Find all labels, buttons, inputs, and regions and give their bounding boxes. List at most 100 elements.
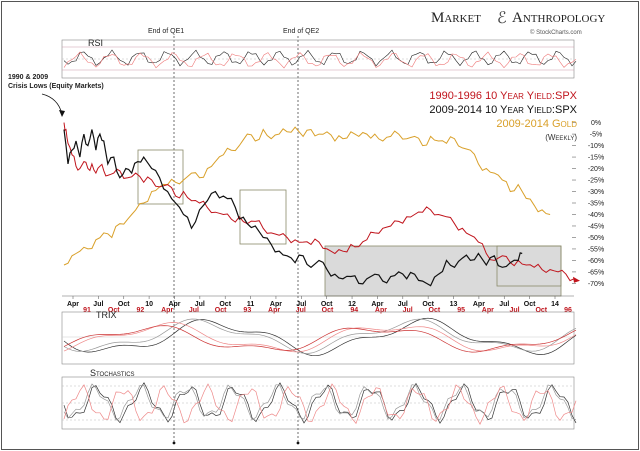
highlight-box-small-2 [239,189,287,245]
x-tick-label-bottom: Apr [482,307,494,314]
y-tick-label: -15% [588,155,604,162]
x-tick-label-bottom: Jul [403,307,413,314]
red-series-arrow-icon [573,276,580,283]
brand-credit: © StockCharts.com [530,29,582,36]
x-axis-top-labels: Apr Jul Oct 10 Apr Jul Oct 11 Apr Jul Oct 12 Apr Jul O… [67,296,559,308]
x-tick-label-bottom: 95 [457,307,465,314]
trix-black-line [63,317,577,357]
trix-panel: TRIX [61,310,577,365]
stoch-gray-line [63,383,577,421]
x-tick-label-bottom: Apr [375,307,387,314]
legend-note-weekly: (Weekly) [545,133,577,142]
legend-item-gold: 2009-2014 Gold [496,118,577,130]
y-tick-label: -60% [588,258,604,265]
trix-label: TRIX [96,310,117,320]
x-tick-label-bottom: 96 [564,307,572,314]
x-tick-label-top: Oct [321,301,333,308]
trix-gray-line [63,318,577,354]
x-tick-label-top: Oct [422,301,434,308]
crisis-arrow [41,93,63,115]
x-tick-label-bottom: Oct [322,307,334,314]
x-tick-label-top: Apr [473,301,485,308]
stochastics-label: Stochastics [90,368,135,378]
legend-item-red: 1990-1996 10 Year Yield:SPX [429,90,577,102]
x-tick-label-top: Oct [524,301,536,308]
x-tick-label-top: Jul [398,301,408,308]
x-tick-label-bottom: Jul [189,307,199,314]
qe2-marker [296,441,300,445]
trix-red-line [63,325,577,353]
x-tick-label-top: Oct [219,301,231,308]
brand-title-market: Market [431,10,481,26]
y-tick-label: -30% [588,189,604,196]
stoch-pink-line [63,383,577,425]
y-tick-label: 0% [591,120,601,127]
y-tick-label: -10% [588,143,604,150]
series-line-gold [63,126,551,266]
highlight-box-small-3 [496,245,562,287]
y-tick-label: -5% [590,132,602,139]
crisis-label-line1: 1990 & 2009 [8,74,48,81]
y-tick-label: -65% [588,269,604,276]
series-line-black [63,129,523,287]
legend-item-black: 2009-2014 10 Year Yield:SPX [429,104,577,116]
x-tick-label-top: 11 [247,301,255,308]
trix-pink-line [63,322,577,353]
x-tick-label-bottom: Apr [161,307,173,314]
x-tick-label-bottom: Apr [268,307,280,314]
x-tick-label-top: Jul [296,301,306,308]
x-tick-label-bottom: Oct [535,307,547,314]
x-tick-label-top: Apr [67,301,79,308]
legend: 1990-1996 10 Year Yield:SPX 2009-2014 10… [429,90,577,142]
x-tick-label-top: Jul [93,301,103,308]
crisis-arrow-head-icon [59,110,65,117]
x-tick-label-bottom: 91 [83,307,91,314]
series-line-red [63,122,575,282]
x-tick-label-bottom: 94 [350,307,358,314]
x-tick-label-bottom: Oct [108,307,120,314]
crisis-label-line2: Crisis Lows (Equity Markets) [8,83,104,90]
y-tick-label: -45% [588,223,604,230]
rsi-panel: RSI [61,38,577,79]
y-tick-label: -50% [588,235,604,242]
y-tick-label: -35% [588,201,604,208]
x-tick-label-top: 14 [551,301,559,308]
rsi-black-line [63,49,577,67]
qe1-label: End of QE1 [148,28,184,35]
y-tick-label: -40% [588,212,604,219]
x-tick-label-top: Apr [371,301,383,308]
brand-title-anthropology: Anthropology [512,10,605,26]
y-tick-label: -55% [588,246,604,253]
stochastics-panel: Stochastics [61,368,577,430]
x-tick-label-bottom: 92 [137,307,145,314]
x-tick-label-bottom: Oct [215,307,227,314]
trix-frame [61,311,575,365]
y-axis: 0% -5% -10% -15% -20% -25% -30% -35% -40% -45% -50… [572,120,604,288]
x-tick-label-bottom: 93 [243,307,251,314]
highlight-box-small-1 [137,149,184,205]
brand-ampersand-icon: ℰ [497,10,507,27]
qe1-marker [172,441,176,445]
x-tick-label-top: 12 [348,301,356,308]
x-tick-label-bottom: Oct [429,307,441,314]
x-tick-label-top: 13 [450,301,458,308]
series-layer [63,122,580,287]
x-tick-label-top: Apr [270,301,282,308]
main-plot: 0% -5% -10% -15% -20% -25% -30% -35% -40% -45% -50… [62,120,604,314]
x-tick-label-bottom: Jul [509,307,519,314]
qe2-label: End of QE2 [283,28,319,35]
y-tick-label: -20% [588,166,604,173]
x-tick-label-top: 10 [145,301,153,308]
rsi-pink-line [63,51,577,69]
x-tick-label-bottom: Jul [296,307,306,314]
rsi-label: RSI [88,38,103,48]
stoch-black-line [63,382,577,424]
x-tick-label-top: Jul [195,301,205,308]
y-tick-label: -25% [588,178,604,185]
y-tick-label: -70% [588,281,604,288]
x-axis-bottom-labels: 91 Oct 92 Apr Jul Oct 93 Apr Jul Oct 94 Apr Jul Oct 95… [83,307,572,314]
x-tick-label-top: Apr [168,301,180,308]
